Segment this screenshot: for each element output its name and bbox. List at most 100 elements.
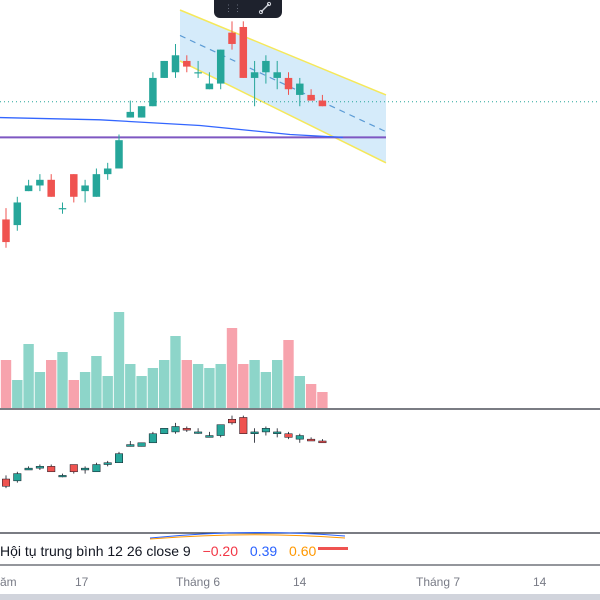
candle-body	[284, 77, 293, 90]
channel-bottom-line	[179, 60, 387, 164]
lower-candle-body	[69, 464, 78, 473]
macd-indicator-name: Hội tụ trung bình 12 26 close 9	[0, 543, 191, 559]
candle-body	[13, 202, 22, 226]
lower-candle-body	[307, 438, 316, 442]
volume-bar	[260, 372, 272, 408]
candle-body	[47, 179, 55, 197]
macd-legend[interactable]: Hội tụ trung bình 12 26 close 9 −0.20 0.…	[0, 543, 317, 561]
candle-body	[24, 185, 33, 192]
volume-bar	[215, 364, 226, 408]
lower-candle-body	[318, 440, 327, 444]
volume-bar	[136, 376, 147, 408]
lower-candle-body	[148, 433, 157, 444]
candle-body	[273, 72, 281, 78]
lower-candle-body	[284, 433, 293, 438]
volume-bar	[113, 312, 125, 408]
lower-candle-body	[47, 466, 56, 473]
volume-bar	[79, 372, 91, 408]
volume-bar	[283, 340, 294, 408]
macd-line	[149, 531, 346, 539]
candle-body	[2, 219, 10, 243]
candle-body	[228, 32, 236, 44]
volume-bar	[159, 360, 170, 408]
candle-body	[58, 208, 67, 210]
candle-body	[194, 72, 202, 74]
lower-candle-body	[171, 426, 180, 433]
candle-body	[216, 49, 225, 84]
volume-bar	[46, 360, 57, 408]
lower-candle-body	[160, 428, 169, 434]
candle-body	[250, 72, 259, 78]
macd-histogram	[318, 547, 348, 550]
candle-body	[239, 26, 248, 78]
moving-average-line	[0, 116, 344, 139]
candle-body	[307, 94, 315, 101]
volume-bar	[226, 328, 238, 408]
volume-bar	[12, 380, 23, 408]
x-tick-label: 14	[293, 575, 307, 589]
candle-body	[171, 55, 180, 73]
volume-bar	[305, 384, 317, 408]
bottom-scroll-strip[interactable]	[0, 594, 600, 600]
lower-candle-body	[81, 467, 90, 471]
x-tick-label: Tháng 7	[416, 575, 461, 589]
lower-candle-body	[239, 417, 248, 434]
lower-candle-body	[137, 442, 146, 447]
lower-candle-body	[250, 431, 259, 434]
channel-top-line	[179, 9, 387, 96]
candle-body	[296, 83, 304, 95]
volume-bar	[57, 352, 68, 408]
volume-bar	[0, 360, 12, 408]
channel-median-line	[179, 34, 387, 133]
lower-candle-body	[261, 428, 270, 433]
volume-bar	[91, 356, 102, 408]
lower-candle-body	[24, 467, 33, 471]
candle-body	[70, 174, 78, 197]
volume-bar	[249, 360, 260, 408]
pane-dividers[interactable]	[0, 408, 600, 566]
candle-body	[262, 60, 270, 73]
candle-body	[81, 185, 89, 192]
candle-body	[160, 60, 168, 78]
lower-candle-body	[13, 473, 22, 482]
lower-candle-body	[295, 435, 304, 440]
volume-bar	[68, 380, 79, 408]
lower-candle-body	[216, 424, 225, 436]
lower-candle-body	[103, 462, 112, 465]
x-tick-label: 14	[533, 575, 547, 589]
volume-bar	[294, 376, 305, 408]
candle-body	[318, 100, 327, 107]
candle-body	[183, 60, 191, 67]
lower-candle-body	[228, 418, 236, 424]
macd-pane	[2, 415, 348, 550]
macd-value: −0.20	[202, 543, 239, 559]
drawing-toolbar[interactable]: ⋮⋮	[214, 0, 282, 18]
lower-candle-body	[58, 475, 67, 478]
lower-candle-body	[35, 466, 44, 469]
lower-candle-body	[205, 435, 214, 438]
volume-bar	[170, 336, 181, 408]
volume-bar	[192, 364, 204, 408]
candle-body	[126, 111, 135, 118]
volume-bar	[102, 376, 113, 408]
x-tick-label: Tháng 6	[176, 575, 221, 589]
volume-bars	[0, 312, 328, 408]
lower-candle-body	[273, 431, 282, 434]
drag-handle-icon[interactable]: ⋮⋮	[224, 3, 242, 13]
histogram-value: 0.60	[289, 543, 317, 559]
volume-bar	[317, 392, 328, 408]
volume-bar	[125, 364, 136, 408]
candle-body	[149, 77, 157, 107]
lower-candle-body	[92, 464, 101, 473]
candle-body	[36, 179, 44, 186]
lower-candle-body	[182, 428, 191, 431]
candle-body	[137, 106, 146, 118]
trendline-tool-icon[interactable]	[258, 1, 272, 15]
volume-bar	[238, 364, 249, 408]
volume-bar	[23, 344, 34, 408]
volume-bar	[204, 368, 215, 408]
lower-candle-body	[194, 431, 203, 434]
candle-body	[92, 174, 101, 197]
